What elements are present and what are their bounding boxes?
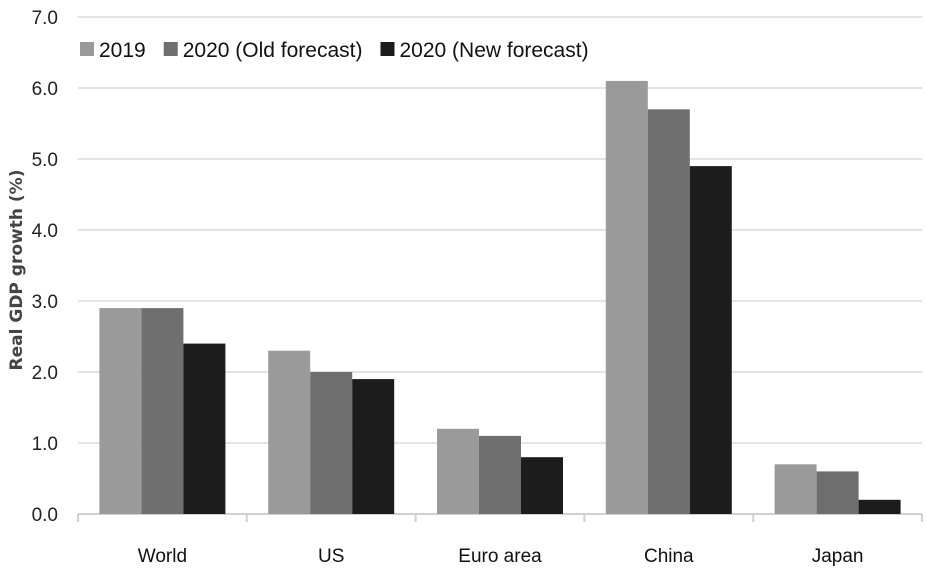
- x-category-label: Japan: [812, 546, 864, 567]
- bar: [647, 109, 690, 515]
- legend-swatch: [380, 42, 395, 56]
- legend: 2019 2020 (Old forecast) 2020 (New forecas…: [80, 39, 589, 62]
- legend-label: 2019: [99, 39, 146, 62]
- y-tick-label: 7.0: [32, 8, 58, 29]
- bar: [141, 308, 184, 514]
- legend-swatch: [163, 42, 178, 56]
- y-tick-label: 2.0: [32, 363, 58, 384]
- bar: [479, 435, 521, 514]
- x-category-label: Euro area: [458, 546, 542, 567]
- y-tick-label: 1.0: [32, 434, 58, 455]
- y-tick-label: 5.0: [32, 150, 58, 171]
- bar: [689, 166, 732, 514]
- bar: [352, 379, 395, 514]
- x-axis-categories: World US Euro area China Japan: [138, 546, 864, 567]
- x-category-label: US: [318, 546, 344, 567]
- x-category-label: China: [644, 546, 694, 567]
- bar: [521, 457, 563, 514]
- y-axis-ticks: 0.0 1.0 2.0 3.0 4.0 5.0 6.0 7.0: [32, 8, 58, 526]
- y-tick-label: 6.0: [32, 79, 58, 100]
- y-tick-label: 4.0: [32, 221, 58, 242]
- x-category-label: World: [138, 546, 187, 567]
- y-tick-label: 3.0: [32, 292, 58, 313]
- bar: [437, 428, 479, 514]
- legend-swatch: [80, 42, 94, 56]
- y-axis-label: Real GDP growth (%): [7, 170, 27, 371]
- bar: [310, 372, 353, 514]
- legend-label: 2020 (New forecast): [399, 39, 588, 62]
- bar: [99, 308, 142, 514]
- bar: [816, 471, 859, 514]
- bars: [99, 80, 901, 515]
- y-tick-label: 0.0: [32, 505, 58, 526]
- bar: [268, 350, 311, 514]
- bar: [858, 499, 901, 514]
- bar: [183, 343, 226, 514]
- bar: [605, 80, 648, 515]
- bar: [774, 464, 817, 514]
- legend-label: 2020 (Old forecast): [183, 39, 363, 62]
